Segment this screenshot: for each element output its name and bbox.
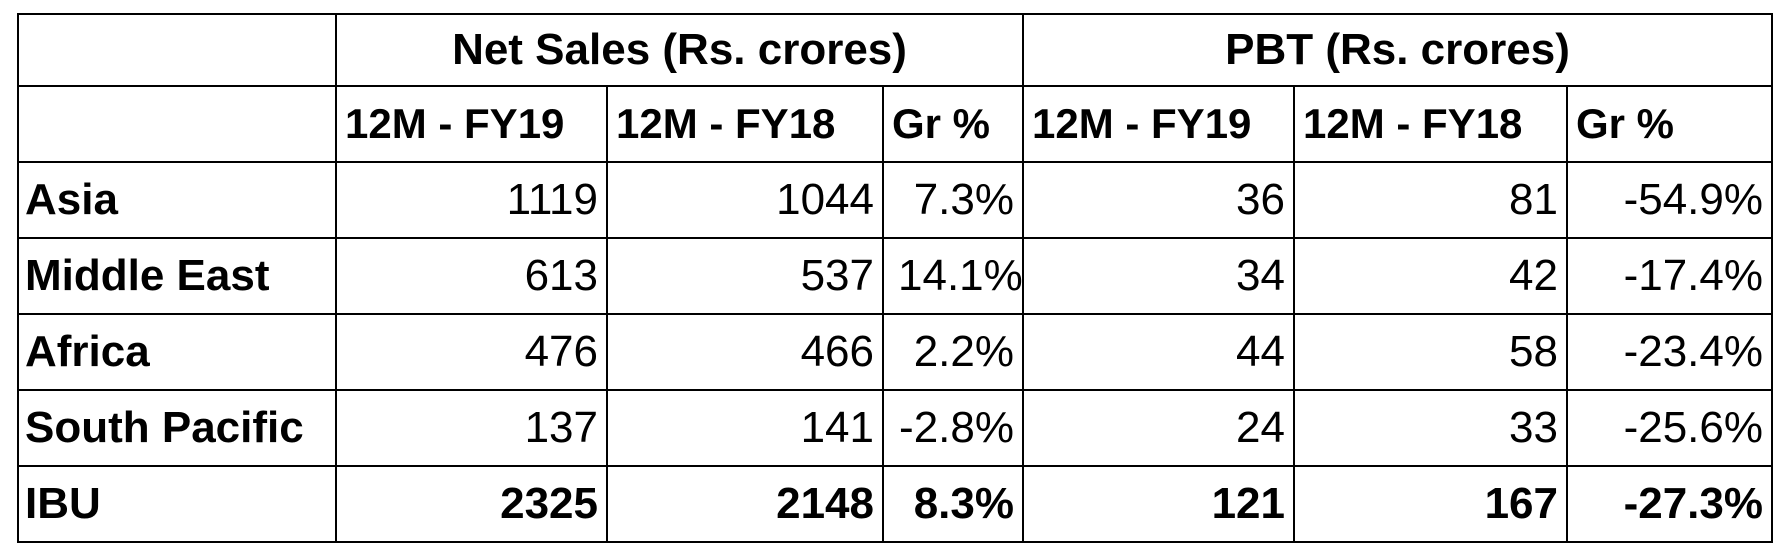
table-row: Africa 476 466 2.2% 44 58 -23.4% (17, 313, 1773, 391)
pbt-fy19-total: 121 (1022, 465, 1295, 543)
col-header-net-sales-fy18: 12M - FY18 (606, 85, 884, 163)
pbt-growth-total: -27.3% (1566, 465, 1773, 543)
region-label: Asia (17, 161, 337, 239)
pbt-fy19-cell: 44 (1022, 313, 1295, 391)
pbt-growth-cell: -54.9% (1566, 161, 1773, 239)
table-row: South Pacific 137 141 -2.8% 24 33 -25.6% (17, 389, 1773, 467)
net-sales-growth-cell: -2.8% (882, 389, 1024, 467)
region-label: Middle East (17, 237, 337, 315)
region-label: Africa (17, 313, 337, 391)
corner-cell (17, 85, 337, 163)
group-header-row: Net Sales (Rs. crores) PBT (Rs. crores) (17, 13, 1773, 87)
region-label: South Pacific (17, 389, 337, 467)
net-sales-fy19-cell: 613 (335, 237, 608, 315)
col-header-net-sales-growth: Gr % (882, 85, 1024, 163)
net-sales-header: Net Sales (Rs. crores) (335, 13, 1024, 87)
net-sales-fy18-cell: 1044 (606, 161, 884, 239)
net-sales-fy18-cell: 466 (606, 313, 884, 391)
net-sales-fy19-cell: 1119 (335, 161, 608, 239)
pbt-fy18-total: 167 (1293, 465, 1568, 543)
pbt-growth-cell: -17.4% (1566, 237, 1773, 315)
sub-header-row: 12M - FY19 12M - FY18 Gr % 12M - FY19 12… (17, 85, 1773, 163)
pbt-growth-cell: -25.6% (1566, 389, 1773, 467)
regional-performance-table: Net Sales (Rs. crores) PBT (Rs. crores) … (17, 13, 1773, 543)
col-header-pbt-fy19: 12M - FY19 (1022, 85, 1295, 163)
pbt-fy18-cell: 58 (1293, 313, 1568, 391)
pbt-fy19-cell: 36 (1022, 161, 1295, 239)
net-sales-fy19-total: 2325 (335, 465, 608, 543)
table-row: Asia 1119 1044 7.3% 36 81 -54.9% (17, 161, 1773, 239)
net-sales-fy19-cell: 137 (335, 389, 608, 467)
net-sales-growth-cell: 7.3% (882, 161, 1024, 239)
net-sales-growth-cell: 2.2% (882, 313, 1024, 391)
pbt-fy18-cell: 81 (1293, 161, 1568, 239)
col-header-pbt-growth: Gr % (1566, 85, 1773, 163)
net-sales-fy19-cell: 476 (335, 313, 608, 391)
total-row: IBU 2325 2148 8.3% 121 167 -27.3% (17, 465, 1773, 543)
table-row: Middle East 613 537 14.1% 34 42 -17.4% (17, 237, 1773, 315)
col-header-net-sales-fy19: 12M - FY19 (335, 85, 608, 163)
pbt-fy19-cell: 34 (1022, 237, 1295, 315)
corner-cell (17, 13, 337, 87)
total-label: IBU (17, 465, 337, 543)
pbt-growth-cell: -23.4% (1566, 313, 1773, 391)
net-sales-growth-cell: 14.1% (882, 237, 1024, 315)
pbt-fy18-cell: 42 (1293, 237, 1568, 315)
net-sales-fy18-cell: 537 (606, 237, 884, 315)
pbt-header: PBT (Rs. crores) (1022, 13, 1773, 87)
net-sales-fy18-total: 2148 (606, 465, 884, 543)
col-header-pbt-fy18: 12M - FY18 (1293, 85, 1568, 163)
pbt-fy19-cell: 24 (1022, 389, 1295, 467)
net-sales-growth-total: 8.3% (882, 465, 1024, 543)
pbt-fy18-cell: 33 (1293, 389, 1568, 467)
net-sales-fy18-cell: 141 (606, 389, 884, 467)
